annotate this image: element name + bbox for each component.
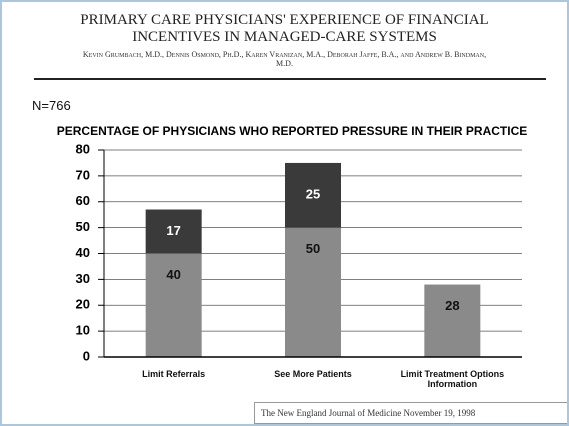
bar-segment	[145, 209, 202, 254]
y-tick-label: 40	[76, 245, 90, 260]
bar-segment	[424, 284, 481, 357]
header-title: PRIMARY CARE PHYSICIANS' EXPERIENCE OF F…	[80, 12, 489, 45]
header-authors: Kevin Grumbach, M.D., Dennis Osmond, Ph.…	[82, 50, 487, 68]
y-tick-label: 50	[76, 219, 90, 234]
bar-segment	[285, 227, 341, 357]
y-tick-label: 10	[76, 323, 90, 338]
x-tick-label: See More Patients	[274, 369, 352, 379]
chart-title: PERCENTAGE OF PHYSICIANS WHO REPORTED PR…	[57, 124, 528, 138]
data-label: 17	[166, 223, 180, 238]
footer: The New England Journal of Medicine Nove…	[254, 402, 567, 424]
data-label: 50	[306, 241, 320, 256]
rule	[34, 78, 546, 80]
chart: PERCENTAGE OF PHYSICIANS WHO REPORTED PR…	[57, 124, 528, 363]
y-tick-label: 60	[76, 193, 90, 208]
data-label: 25	[306, 187, 320, 202]
data-label: 40	[166, 267, 180, 282]
y-tick-label: 70	[76, 167, 90, 182]
y-tick-label: 0	[83, 348, 90, 363]
y-tick-label: 80	[76, 141, 90, 156]
data-label: 28	[445, 298, 459, 313]
bar-segment	[145, 253, 202, 357]
y-tick-label: 30	[76, 271, 90, 286]
x-tick-label: Limit Treatment Options Information	[400, 369, 505, 389]
bar-segment	[285, 162, 341, 228]
y-tick-label: 20	[76, 297, 90, 312]
x-tick-label: Limit Referrals	[142, 369, 206, 379]
sample-size: N=766	[32, 98, 71, 113]
